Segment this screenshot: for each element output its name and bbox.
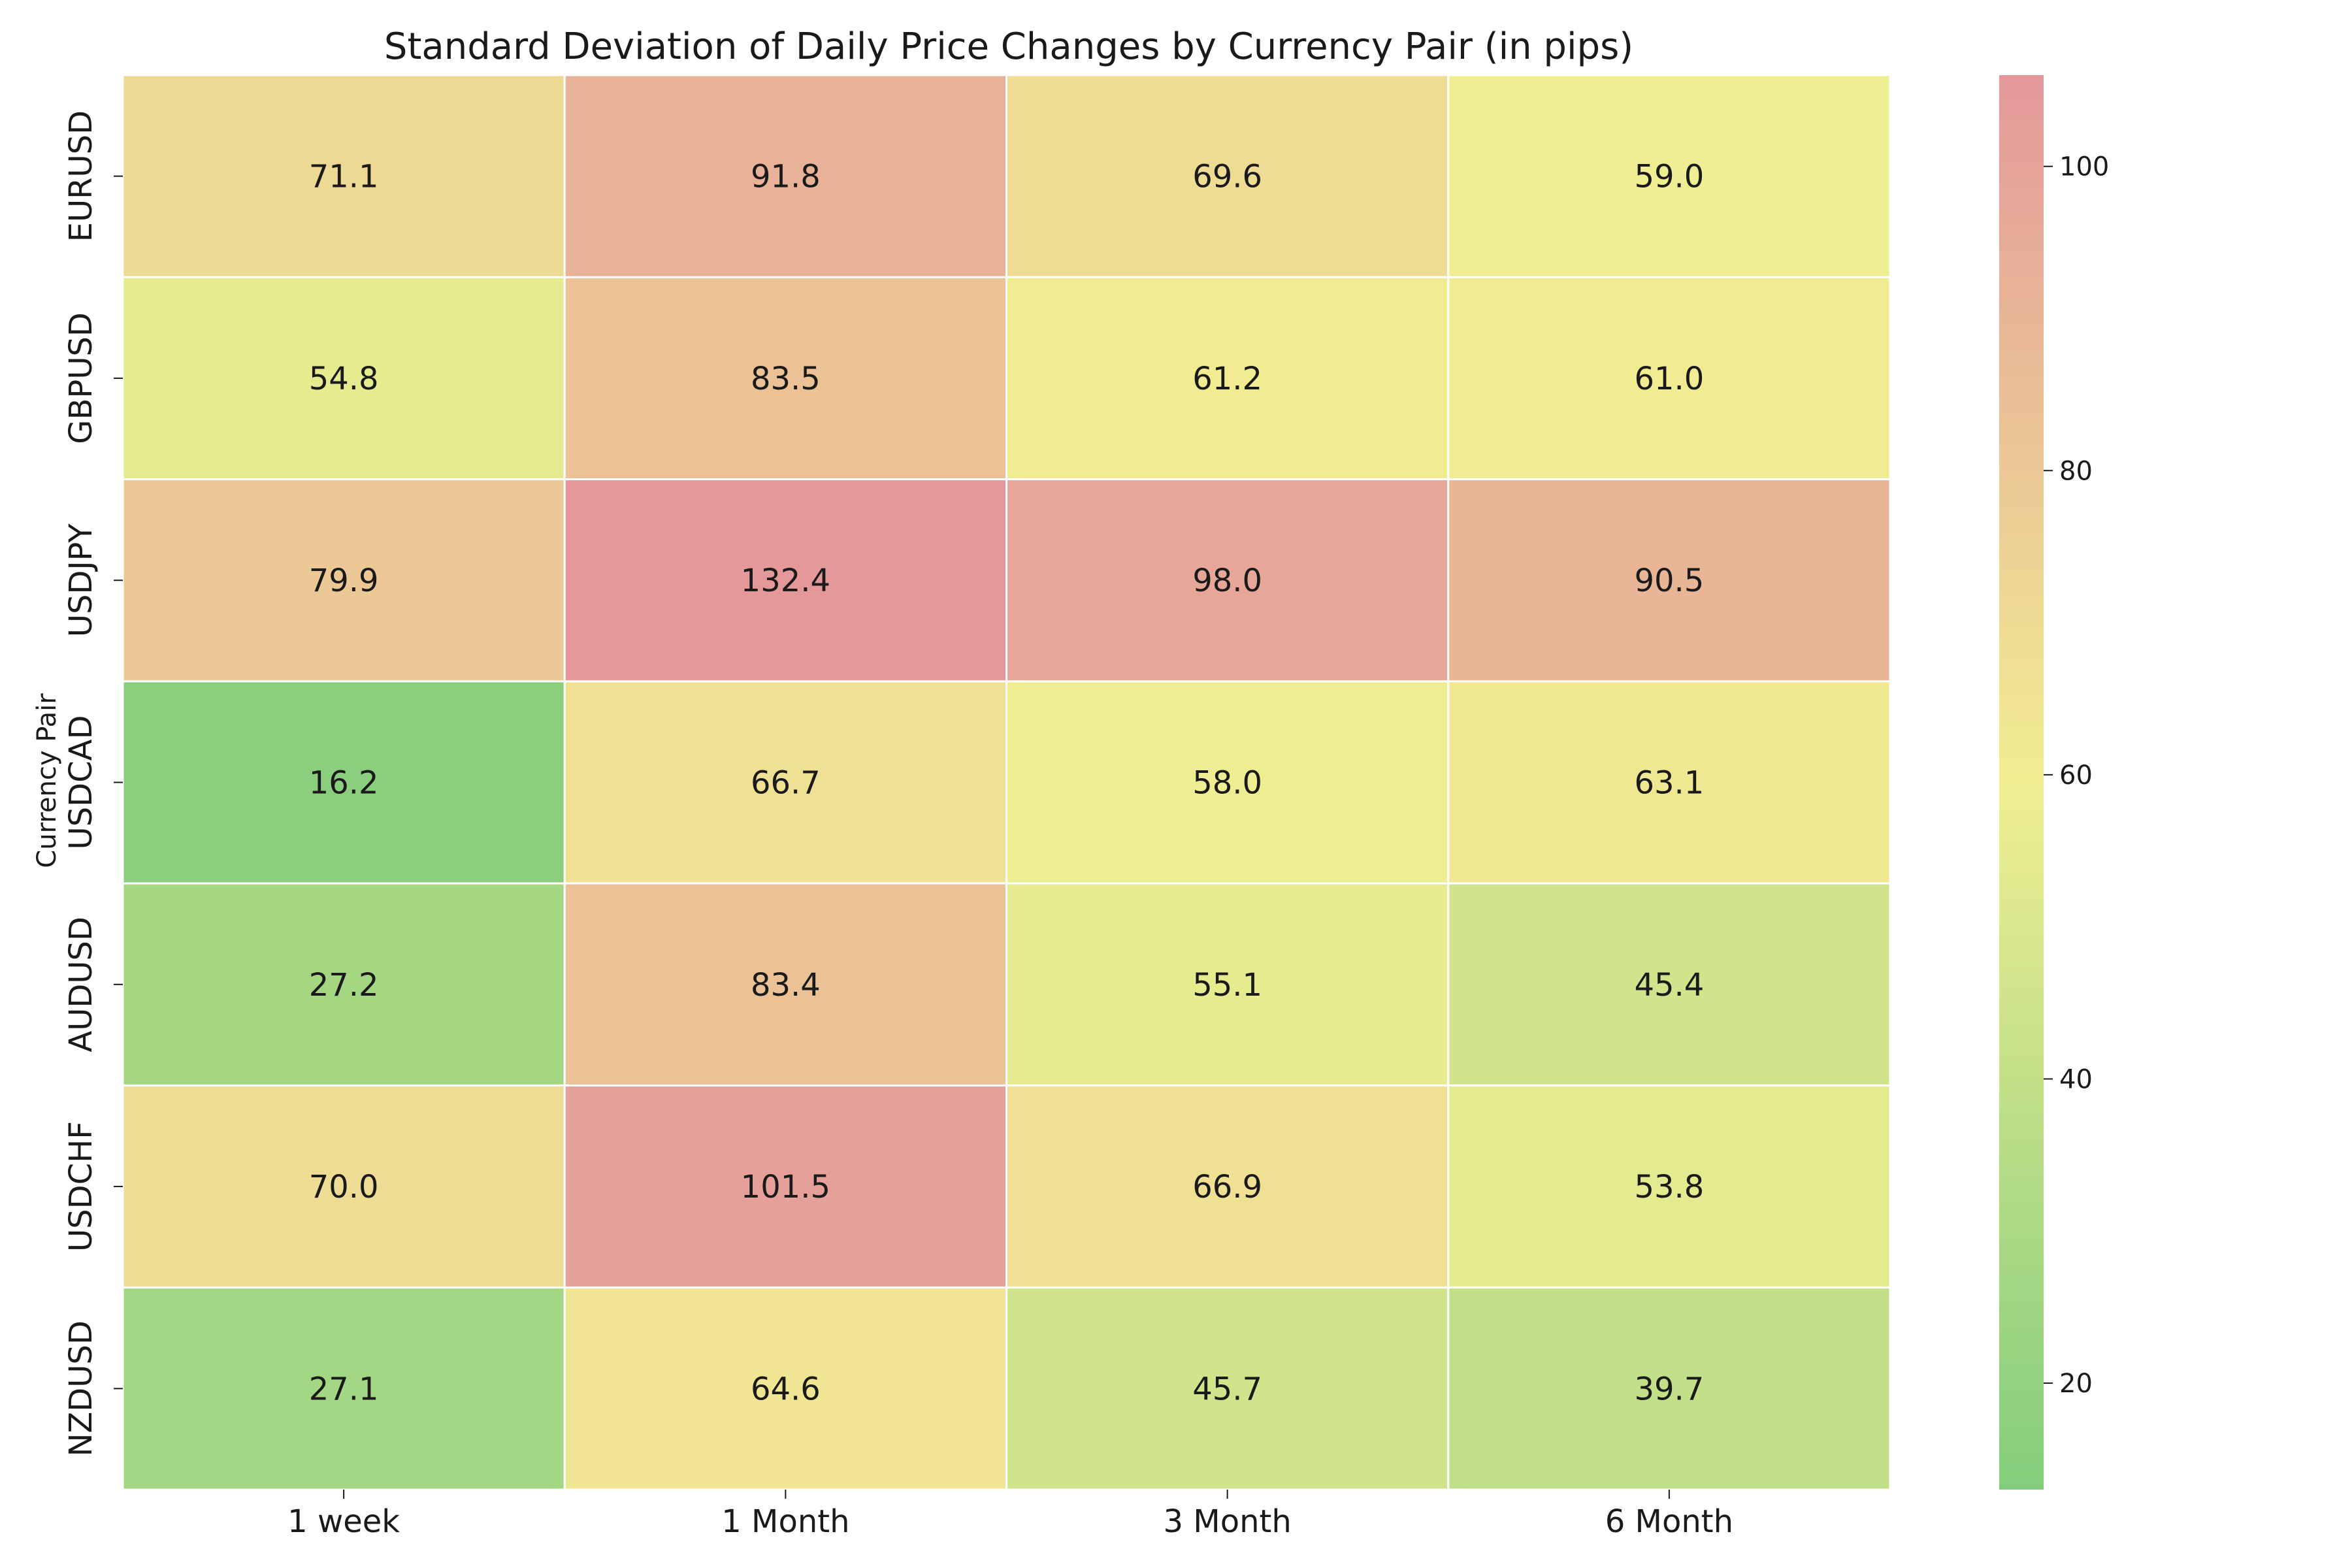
heatmap-cell [1447, 478, 1891, 683]
heatmap-cell [1447, 74, 1891, 278]
x-tick-label: 1 Month [721, 1503, 849, 1540]
x-axis: 1 week 1 Month 3 Month 6 Month [287, 1490, 1733, 1540]
cell-value-label: 66.9 [1192, 1169, 1262, 1205]
heatmap-cell [122, 74, 566, 278]
heatmap-cell [563, 882, 1007, 1086]
cell-value-label: 39.7 [1634, 1371, 1704, 1407]
cell-value-label: 83.5 [751, 361, 821, 397]
x-tick-label: 6 Month [1605, 1503, 1733, 1540]
cell-value-label: 63.1 [1634, 765, 1704, 802]
cell-value-label: 27.2 [309, 967, 379, 1004]
y-tick-label: USDCHF [63, 1121, 99, 1252]
cell-value-label: 70.0 [309, 1169, 379, 1205]
cell-value-label: 27.1 [309, 1371, 379, 1407]
y-tick-label: EURUSD [63, 110, 99, 242]
y-tick-label: USDCAD [63, 715, 99, 850]
cell-value-label: 90.5 [1634, 563, 1704, 599]
cell-value-label: 55.1 [1192, 967, 1262, 1004]
cell-value-label: 69.6 [1192, 159, 1262, 195]
colorbar-tick-label: 100 [2059, 152, 2109, 182]
heatmap-cell [122, 1286, 566, 1491]
heatmap-cell [1005, 1286, 1450, 1491]
cell-value-label: 59.0 [1634, 159, 1704, 195]
heatmap-cell [563, 1084, 1007, 1289]
cell-value-label: 83.4 [751, 967, 821, 1004]
heatmap-cell [1447, 1286, 1891, 1491]
colorbar-tick-label: 40 [2059, 1064, 2093, 1094]
heatmap-cell [1447, 276, 1891, 481]
chart-title: Standard Deviation of Daily Price Change… [384, 25, 1633, 68]
heatmap-cell [122, 882, 566, 1086]
heatmap-cell [563, 680, 1007, 885]
heatmap-cell [122, 1084, 566, 1289]
y-tick-label: AUDUSD [63, 917, 99, 1053]
heatmap-cell [1005, 74, 1450, 278]
heatmap-cell [1447, 1084, 1891, 1289]
colorbar-tick-label: 80 [2059, 456, 2093, 486]
cell-value-label: 61.2 [1192, 361, 1262, 397]
colorbar [1999, 75, 2044, 1490]
colorbar-tick-label: 60 [2059, 760, 2093, 791]
cell-value-label: 53.8 [1634, 1169, 1704, 1205]
heatmap-cell-labels: 71.1 91.8 69.6 59.0 54.8 83.5 61.2 61.0 79.9 132.… [309, 159, 1705, 1408]
cell-value-label: 45.7 [1192, 1371, 1262, 1407]
cell-value-label: 61.0 [1634, 361, 1704, 397]
y-axis-label: Currency Pair [32, 693, 62, 868]
heatmap-cell [1447, 680, 1891, 885]
cell-value-label: 91.8 [751, 159, 821, 195]
heatmap-cells [122, 74, 1891, 1491]
colorbar-tick-label: 20 [2059, 1369, 2093, 1399]
heatmap-cell [1005, 882, 1450, 1086]
cell-value-label: 132.4 [741, 563, 830, 599]
heatmap-cell [1005, 680, 1450, 885]
cell-value-label: 16.2 [309, 765, 379, 802]
cell-value-label: 79.9 [309, 563, 379, 599]
heatmap-cell [1447, 882, 1891, 1086]
heatmap-cell [563, 478, 1007, 683]
cell-value-label: 101.5 [741, 1169, 830, 1205]
heatmap-cell [122, 680, 566, 885]
cell-value-label: 45.4 [1634, 967, 1704, 1004]
cell-value-label: 54.8 [309, 361, 379, 397]
x-tick-label: 3 Month [1164, 1503, 1292, 1540]
colorbar-axis: 20 40 60 80 100 [2044, 152, 2109, 1399]
heatmap-cell [1005, 1084, 1450, 1289]
y-axis: EURUSD GBPUSD USDJPY USDCAD AUDUSD USDCHF NZDU… [63, 110, 123, 1457]
cell-value-label: 64.6 [751, 1371, 821, 1407]
x-tick-label: 1 week [287, 1503, 400, 1540]
cell-value-label: 98.0 [1192, 563, 1262, 599]
cell-value-label: 66.7 [751, 765, 821, 802]
heatmap-cell [563, 74, 1007, 278]
heatmap-cell [563, 276, 1007, 481]
heatmap-cell [122, 276, 566, 481]
y-tick-label: GBPUSD [63, 312, 99, 444]
cell-value-label: 58.0 [1192, 765, 1262, 802]
y-tick-label: NZDUSD [63, 1320, 99, 1456]
cell-value-label: 71.1 [309, 159, 379, 195]
y-tick-label: USDJPY [63, 523, 99, 638]
